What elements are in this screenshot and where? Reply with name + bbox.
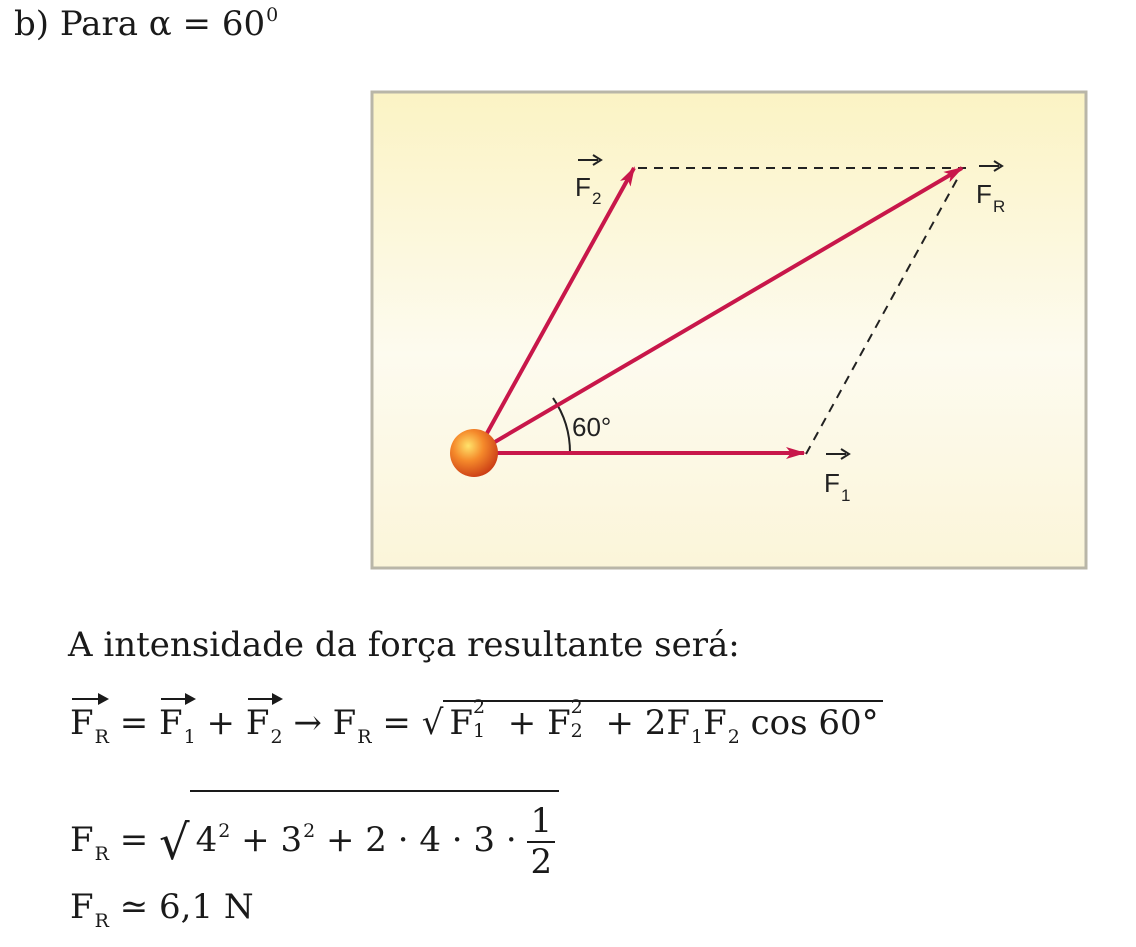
- dashed-line-right: [805, 173, 961, 455]
- f1-sub: 1: [841, 486, 850, 505]
- eq1-implies-arrow: →: [293, 703, 322, 743]
- label-f2: F 2: [575, 154, 603, 208]
- fr-sub: R: [993, 197, 1005, 216]
- eq1-f2-vector: F2: [245, 693, 283, 748]
- f1-letter: F: [824, 468, 840, 498]
- arrow-fr: [474, 166, 964, 455]
- angle-label: 60°: [572, 412, 611, 442]
- eq1-radical-sign: √: [421, 703, 444, 743]
- heading-label: b) Para α = 60: [14, 4, 266, 44]
- eq1-equals-2: =: [382, 703, 411, 743]
- f2-sub: 2: [592, 189, 601, 208]
- eq2-radical-sign: √: [159, 815, 190, 872]
- f2-letter: F: [575, 172, 591, 202]
- ball: [450, 429, 498, 477]
- intro-text: A intensidade da força resultante será:: [68, 625, 740, 665]
- label-f1: F 1: [824, 448, 851, 505]
- eq2-equals: =: [119, 820, 149, 861]
- eq1-f1-vector: F1: [159, 693, 196, 748]
- equation-3: FR ≃ 6,1 N: [70, 890, 254, 931]
- section-heading: b) Para α = 600: [14, 4, 279, 44]
- eq1-lhs-vector: FR: [70, 693, 109, 748]
- eq3-lhs: FR: [70, 887, 109, 932]
- vector-diagram: F 2 F R F 1 60°: [370, 90, 1088, 570]
- angle-arc: [552, 397, 572, 454]
- fr-letter: F: [976, 179, 992, 209]
- eq1-equals: =: [119, 703, 149, 743]
- eq1-rhs: FR: [332, 703, 372, 748]
- eq1-plus: +: [206, 703, 236, 743]
- eq2-lhs: FR: [70, 820, 109, 866]
- diagram-panel: [370, 90, 1088, 570]
- eq3-approx: ≃: [119, 887, 149, 927]
- label-fr: F R: [976, 160, 1005, 216]
- heading-degree: 0: [266, 4, 279, 26]
- arrow-f2: [474, 166, 636, 454]
- eq3-value: 6,1 N: [159, 887, 254, 927]
